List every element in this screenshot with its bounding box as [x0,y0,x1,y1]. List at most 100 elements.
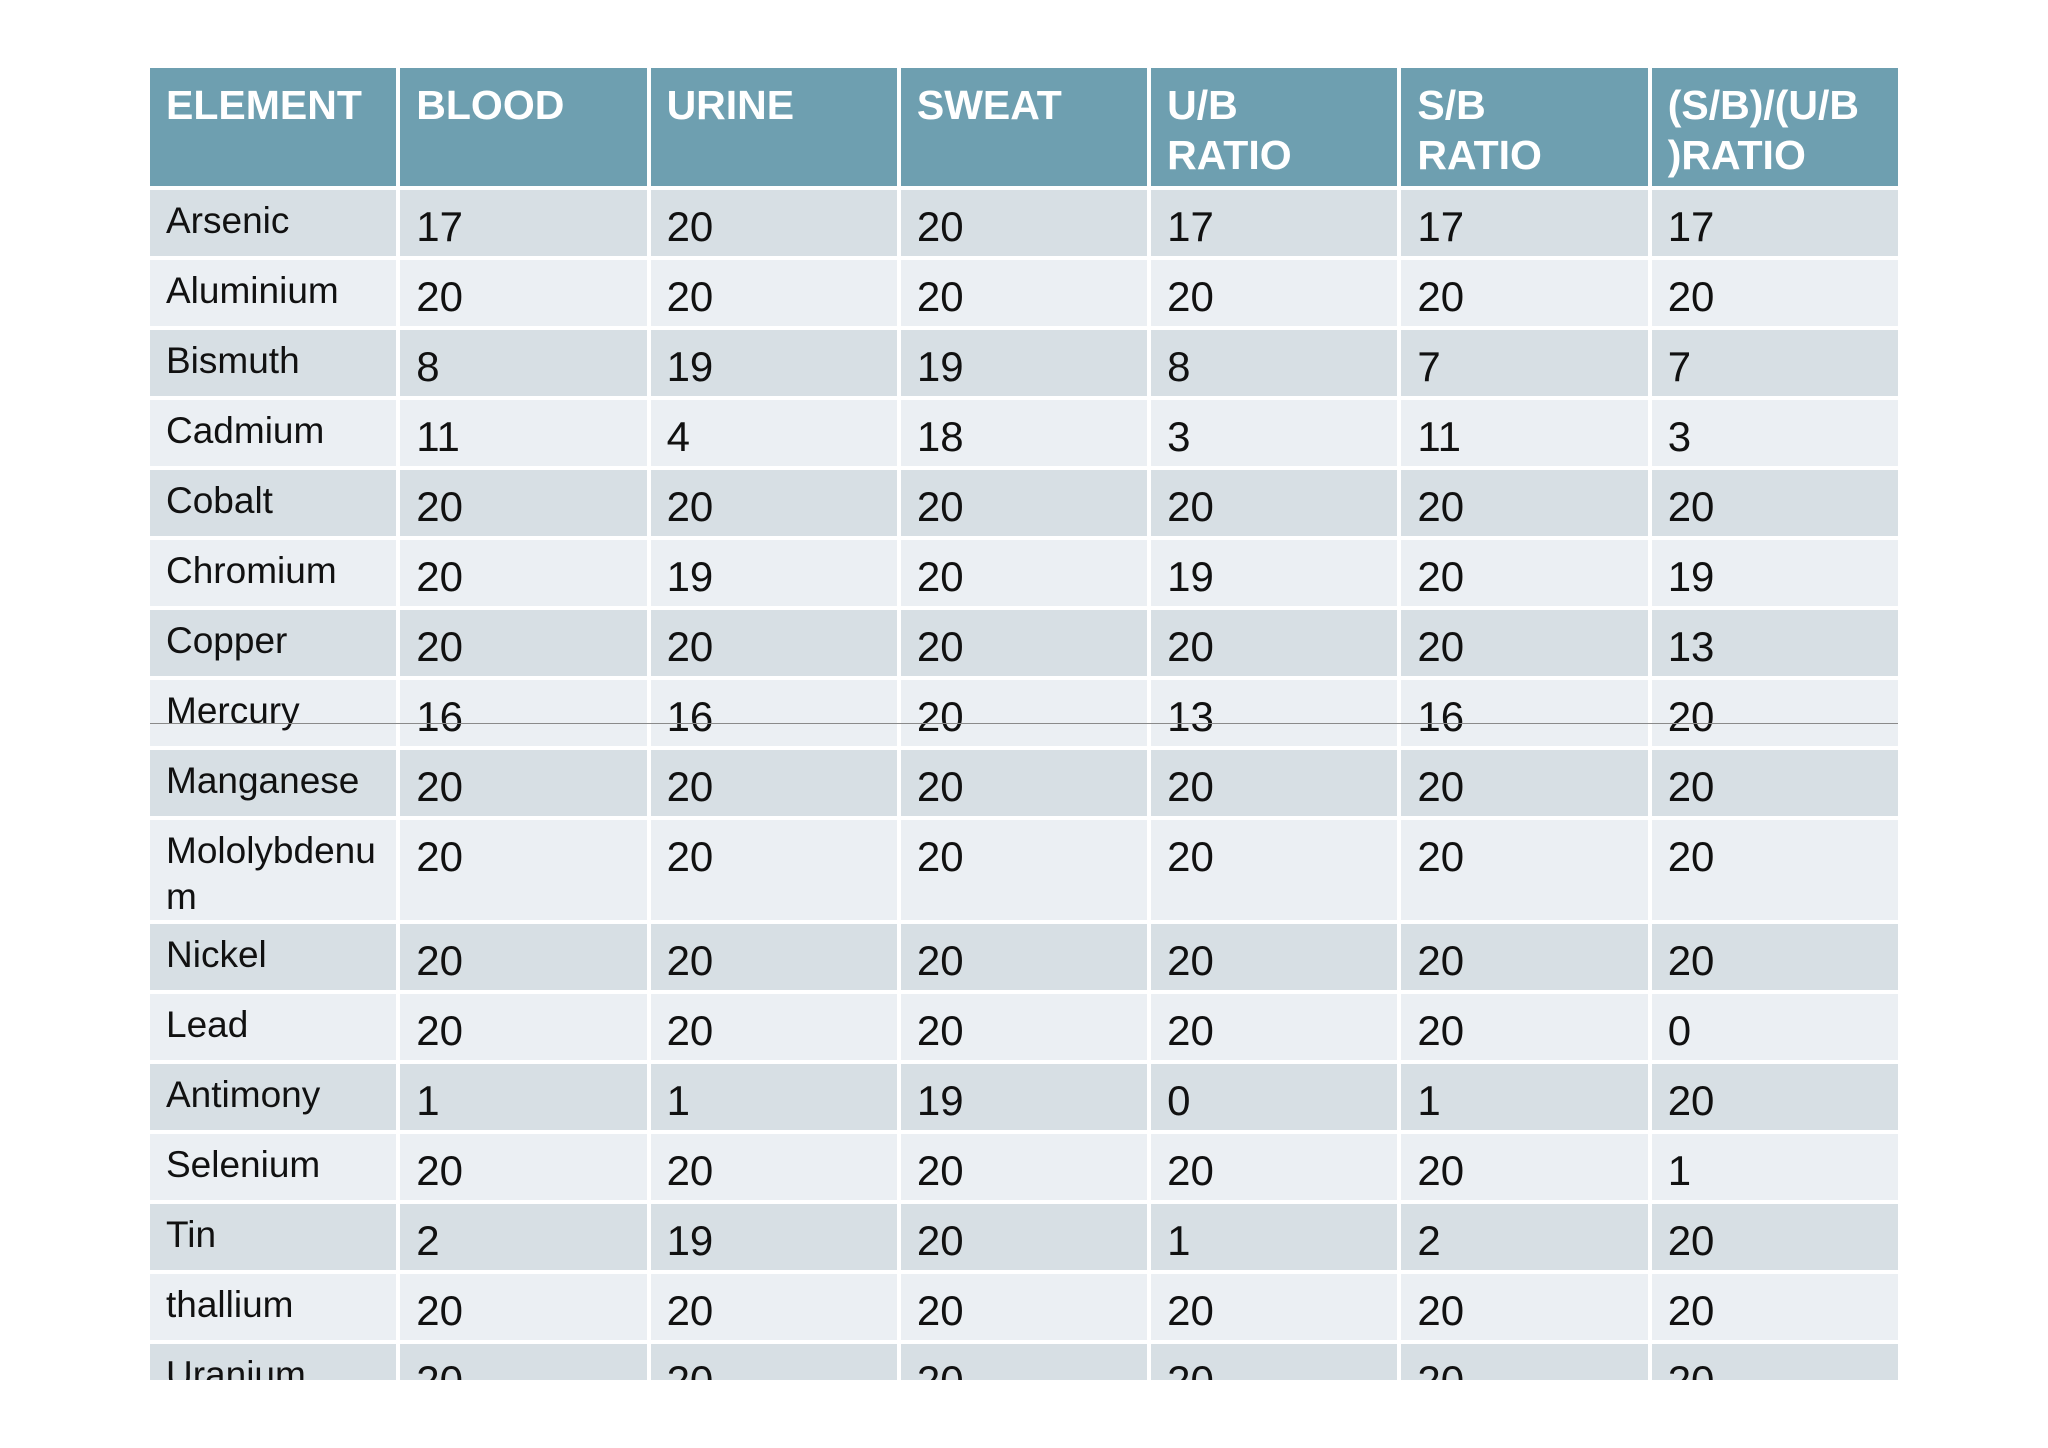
value-cell: 18 [900,400,1152,470]
value-cell: 20 [400,540,651,610]
table-row: Arsenic 17 20 20 17 17 17 [150,190,1902,260]
value-cell: 8 [1151,330,1402,400]
element-cell: Uranium [150,1344,401,1380]
value-cell: 20 [1401,994,1652,1064]
value-cell: 20 [1401,1344,1652,1380]
element-cell: Arsenic [150,190,401,260]
value-cell: 20 [650,1274,901,1344]
column-header: BLOOD [400,68,651,190]
value-cell: 20 [900,1204,1152,1274]
value-cell: 20 [1151,820,1402,924]
value-cell: 20 [1151,470,1402,540]
value-cell: 20 [1651,260,1902,330]
value-cell: 20 [400,820,651,924]
table-row: Mercury 16 16 20 13 16 20 [150,680,1902,750]
element-cell: Aluminium [150,260,401,330]
value-cell: 1 [400,1064,651,1134]
element-cell: Lead [150,994,401,1064]
value-cell: 20 [650,750,901,820]
element-cell: Cadmium [150,400,401,470]
table-row: Nickel 20 20 20 20 20 20 [150,924,1902,994]
table-row: Lead 20 20 20 20 20 0 [150,994,1902,1064]
table-row: thallium 20 20 20 20 20 20 [150,1274,1902,1344]
value-cell: 17 [1151,190,1402,260]
value-cell: 7 [1651,330,1902,400]
element-cell: Copper [150,610,401,680]
value-cell: 19 [900,1064,1152,1134]
value-cell: 20 [650,820,901,924]
value-cell: 20 [400,1344,651,1380]
value-cell: 2 [400,1204,651,1274]
value-cell: 20 [900,924,1152,994]
value-cell: 19 [1651,540,1902,610]
table-row: Mololybdenum 20 20 20 20 20 20 [150,820,1902,924]
value-cell: 20 [900,260,1152,330]
element-cell: Tin [150,1204,401,1274]
value-cell: 20 [1401,750,1652,820]
table-row: Cobalt 20 20 20 20 20 20 [150,470,1902,540]
value-cell: 20 [1401,1134,1652,1204]
value-cell: 20 [900,680,1152,750]
value-cell: 20 [900,1344,1152,1380]
element-cell: Mololybdenum [150,820,401,924]
table-row: Tin 2 19 20 1 2 20 [150,1204,1902,1274]
table-body: Arsenic 17 20 20 17 17 17 Aluminium 20 20 20 20 20 20… [150,190,1902,1380]
value-cell: 20 [900,610,1152,680]
table-row: Selenium 20 20 20 20 20 1 [150,1134,1902,1204]
element-cell: Chromium [150,540,401,610]
value-cell: 3 [1651,400,1902,470]
value-cell: 8 [400,330,651,400]
value-cell: 13 [1151,680,1402,750]
value-cell: 20 [400,260,651,330]
value-cell: 20 [1151,610,1402,680]
table-row: Chromium 20 19 20 19 20 19 [150,540,1902,610]
element-cell: Cobalt [150,470,401,540]
value-cell: 20 [1401,540,1652,610]
value-cell: 16 [400,680,651,750]
column-header: (S/B)/(U/B )RATIO [1651,68,1902,190]
value-cell: 19 [650,330,901,400]
value-cell: 20 [1401,260,1652,330]
value-cell: 20 [1151,994,1402,1064]
value-cell: 20 [400,1274,651,1344]
value-cell: 20 [900,1274,1152,1344]
table-row: Antimony 1 1 19 0 1 20 [150,1064,1902,1134]
column-header: SWEAT [900,68,1152,190]
column-header: ELEMENT [150,68,401,190]
value-cell: 20 [1651,750,1902,820]
value-cell: 20 [900,820,1152,924]
value-cell: 20 [1151,1134,1402,1204]
value-cell: 20 [650,1344,901,1380]
value-cell: 16 [1401,680,1652,750]
value-cell: 20 [400,924,651,994]
value-cell: 20 [1651,1204,1902,1274]
value-cell: 20 [1651,470,1902,540]
table-row: Bismuth 8 19 19 8 7 7 [150,330,1902,400]
element-cell: Nickel [150,924,401,994]
value-cell: 20 [900,470,1152,540]
value-cell: 20 [400,750,651,820]
value-cell: 17 [400,190,651,260]
value-cell: 11 [1401,400,1652,470]
column-header: U/B RATIO [1151,68,1402,190]
stray-line [150,723,1898,724]
column-header: URINE [650,68,901,190]
element-cell: Antimony [150,1064,401,1134]
table-row: Uranium202020202020 [150,1344,1902,1380]
value-cell: 20 [1151,1274,1402,1344]
value-cell: 20 [650,924,901,994]
value-cell: 20 [650,610,901,680]
value-cell: 1 [1651,1134,1902,1204]
value-cell: 20 [1401,610,1652,680]
table-row: Manganese 20 20 20 20 20 20 [150,750,1902,820]
element-cell: Mercury [150,680,401,750]
value-cell: 20 [1651,680,1902,750]
value-cell: 20 [1651,1344,1902,1380]
value-cell: 2 [1401,1204,1652,1274]
value-cell: 20 [1651,820,1902,924]
value-cell: 20 [900,994,1152,1064]
value-cell: 0 [1151,1064,1402,1134]
value-cell: 7 [1401,330,1652,400]
element-cell: thallium [150,1274,401,1344]
